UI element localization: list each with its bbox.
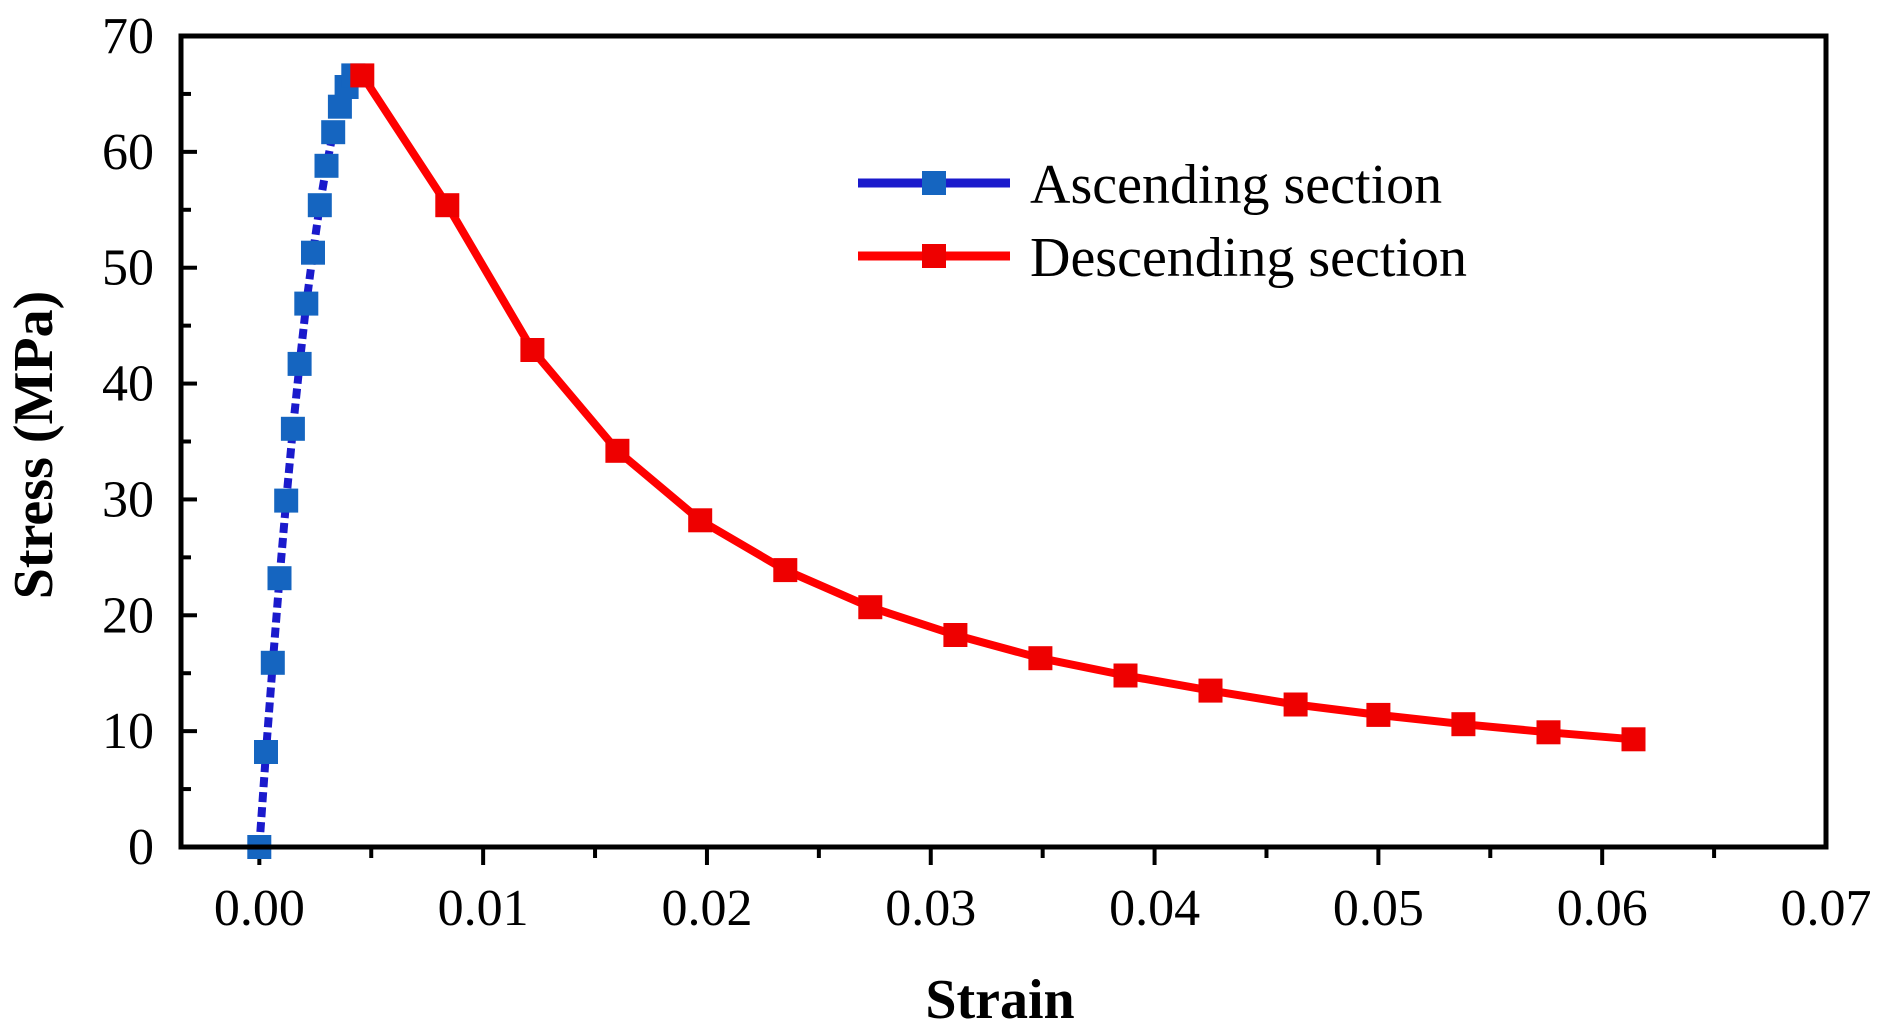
- x-tick-label: 0.07: [1781, 880, 1872, 937]
- data-point-descending: [1198, 678, 1223, 703]
- legend-item-descending: Descending section: [858, 227, 1467, 289]
- y-tick-labels: 0 10 20 30 40 50 60 70: [102, 8, 154, 876]
- data-point-ascending: [307, 193, 332, 218]
- series-descending: [350, 63, 1646, 752]
- series-ascending: [247, 63, 366, 859]
- data-point-descending: [1113, 663, 1138, 688]
- data-point-descending: [1028, 646, 1053, 671]
- data-point-descending: [520, 338, 545, 362]
- legend-descending-label: Descending section: [1030, 227, 1467, 289]
- x-tick-labels: 0.00 0.01 0.02 0.03 0.04 0.05 0.06 0.07: [214, 880, 1872, 937]
- data-point-descending: [1536, 720, 1561, 745]
- data-point-descending: [688, 508, 713, 533]
- data-point-ascending: [274, 488, 299, 513]
- data-point-descending: [773, 558, 798, 583]
- series-layer: [247, 63, 1646, 859]
- y-tick-label: 60: [102, 124, 154, 181]
- data-point-descending: [1621, 727, 1646, 752]
- x-tick-label: 0.03: [885, 880, 976, 937]
- y-tick-label: 30: [102, 471, 154, 528]
- data-point-ascending: [314, 153, 339, 178]
- y-tick-label: 0: [128, 819, 154, 876]
- legend-ascending-label: Ascending section: [1030, 154, 1442, 216]
- data-point-descending: [943, 623, 968, 647]
- data-point-ascending: [280, 416, 305, 441]
- data-point-descending: [858, 595, 883, 620]
- plot-frame: [178, 33, 1829, 850]
- legend-item-ascending: Ascending section: [858, 154, 1442, 216]
- y-tick-label: 40: [102, 356, 154, 413]
- legend: Ascending section Descending section: [858, 154, 1467, 289]
- x-tick-label: 0.04: [1109, 880, 1200, 937]
- x-tick-label: 0.00: [214, 880, 305, 937]
- axis-ticks: [181, 91, 1717, 865]
- legend-descending-marker: [922, 244, 946, 268]
- data-point-ascending: [287, 351, 312, 376]
- y-tick-label: 50: [102, 240, 154, 297]
- data-point-ascending: [301, 240, 325, 265]
- legend-ascending-marker: [922, 171, 946, 195]
- data-point-descending: [1451, 712, 1476, 737]
- x-tick-label: 0.01: [438, 880, 529, 937]
- series-descending-line: [358, 73, 1634, 744]
- y-tick-label: 10: [102, 703, 154, 760]
- data-point-ascending: [254, 740, 278, 764]
- x-axis-title: Strain: [925, 969, 1074, 1030]
- data-point-ascending: [267, 566, 292, 591]
- x-tick-label: 0.05: [1333, 880, 1424, 937]
- data-point-ascending: [294, 291, 319, 316]
- data-point-descending: [1283, 692, 1308, 717]
- data-point-ascending: [260, 650, 285, 675]
- data-point-ascending: [321, 120, 346, 145]
- y-tick-label: 70: [102, 8, 154, 65]
- y-tick-label: 20: [102, 587, 154, 644]
- data-point-descending: [605, 438, 630, 463]
- x-tick-label: 0.02: [661, 880, 752, 937]
- data-point-descending: [350, 63, 375, 88]
- x-tick-label: 0.06: [1557, 880, 1648, 937]
- y-axis-title: Stress (MPa): [3, 291, 65, 599]
- data-point-descending: [1366, 702, 1391, 727]
- data-point-descending: [435, 193, 460, 218]
- series-ascending-line: [255, 73, 357, 848]
